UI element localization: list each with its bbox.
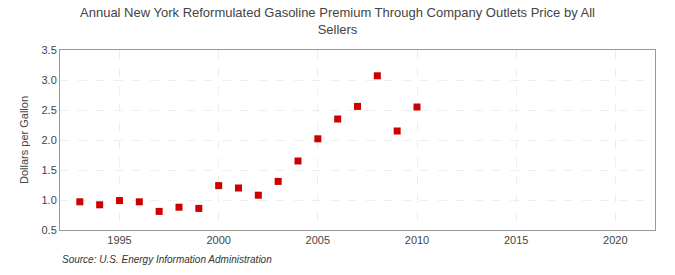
svg-text:0.5: 0.5: [42, 224, 57, 236]
svg-text:1.0: 1.0: [42, 194, 57, 206]
svg-text:1.5: 1.5: [42, 164, 57, 176]
svg-text:2020: 2020: [603, 234, 627, 246]
svg-text:2.5: 2.5: [42, 104, 57, 116]
svg-text:2010: 2010: [405, 234, 429, 246]
svg-text:1995: 1995: [107, 234, 131, 246]
svg-text:3.0: 3.0: [42, 74, 57, 86]
svg-text:Source: U.S. Energy Informatio: Source: U.S. Energy Information Administ…: [62, 254, 272, 265]
svg-text:Annual New York Reformulated G: Annual New York Reformulated Gasoline Pr…: [80, 5, 595, 37]
svg-text:2.0: 2.0: [42, 134, 57, 146]
svg-text:2005: 2005: [306, 234, 330, 246]
svg-text:2000: 2000: [206, 234, 230, 246]
svg-text:2015: 2015: [504, 234, 528, 246]
svg-text:3.5: 3.5: [42, 44, 57, 56]
svg-text:Dollars per Gallon: Dollars per Gallon: [18, 96, 30, 184]
